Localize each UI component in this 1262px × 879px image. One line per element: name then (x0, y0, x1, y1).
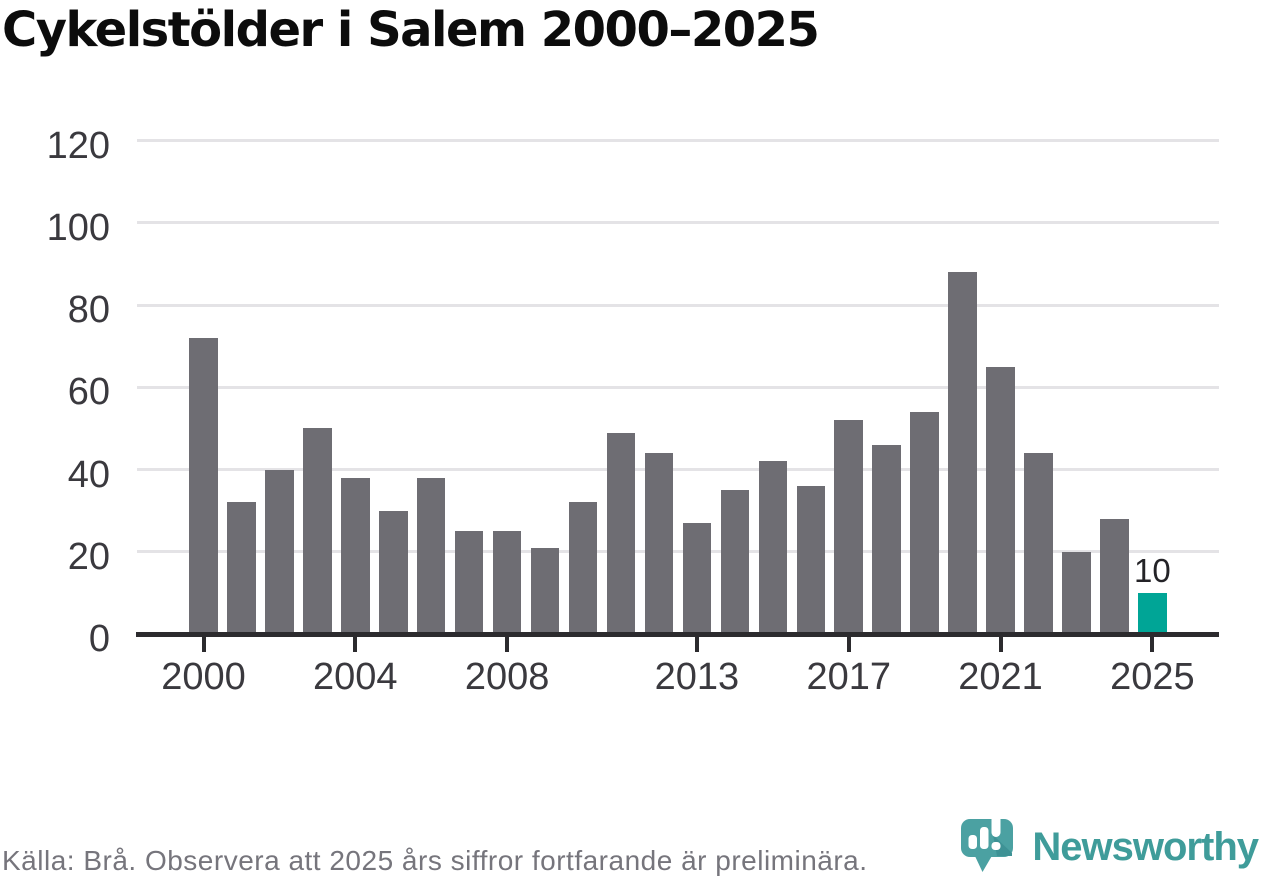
plot-area: 0 20 40 60 80 100 120 2000 2004 2008 2013 2017 2021 2… (46, 124, 1219, 698)
bar-2002 (265, 469, 294, 636)
x-tick-label-2025: 2025 (1110, 656, 1195, 698)
newsworthy-chart-bubble-icon (961, 806, 1013, 872)
bar-2014 (720, 490, 750, 636)
bar-2013 (682, 523, 712, 636)
x-tick-2008 (505, 637, 510, 652)
x-tick-2004 (353, 637, 358, 652)
x-axis-line (136, 632, 1219, 637)
x-tick-2017 (846, 637, 851, 652)
y-tick-label-80: 80 (67, 289, 110, 332)
bar-2003 (303, 428, 332, 636)
gridline-40 (137, 468, 1219, 472)
x-tick-label-2000: 2000 (161, 656, 246, 698)
gridline-80 (137, 303, 1219, 307)
x-tick-label-2004: 2004 (313, 656, 398, 698)
x-tick-2021 (998, 637, 1003, 652)
bar-2024 (1100, 518, 1129, 636)
bar-2005 (379, 510, 408, 636)
bar-2018 (872, 444, 901, 636)
source-note: Källa: Brå. Observera att 2025 års siffr… (2, 845, 868, 876)
bar-2010 (568, 502, 598, 636)
gridline-120 (137, 139, 1219, 143)
gridline-100 (137, 221, 1219, 225)
y-tick-label-20: 20 (67, 535, 110, 578)
bar-2016 (796, 486, 826, 636)
x-tick-2025 (1150, 637, 1155, 652)
bar-2006 (416, 477, 446, 636)
bar-2015 (758, 461, 788, 636)
gridline-60 (137, 385, 1219, 389)
bar-value-label-2025: 10 (1134, 551, 1171, 589)
bar-2019 (910, 412, 939, 636)
x-tick-label-2008: 2008 (464, 656, 550, 698)
chart-title: Cykelstölder i Salem 2000–2025 (2, 2, 820, 58)
bar-2025-highlighted (1138, 592, 1167, 636)
bar-2017 (834, 420, 863, 636)
bar-2012 (644, 453, 674, 636)
bar-2008 (492, 531, 522, 636)
x-tick-label-2013: 2013 (654, 656, 740, 698)
bar-2004 (341, 477, 370, 636)
gridline-20 (137, 550, 1219, 554)
newsworthy-wordmark: Newsworthy (1032, 825, 1259, 869)
y-tick-label-0: 0 (88, 618, 110, 660)
x-tick-2013 (694, 637, 699, 652)
x-tick-label-2017: 2017 (806, 656, 891, 698)
bar-2000 (189, 338, 218, 636)
x-tick-label-2021: 2021 (958, 656, 1043, 698)
x-tick-2000 (201, 637, 206, 652)
bar-2001 (227, 502, 256, 636)
bar-2023 (1062, 551, 1091, 636)
bar-2020 (948, 272, 977, 636)
y-tick-label-40: 40 (67, 453, 110, 496)
y-tick-label-60: 60 (67, 371, 110, 414)
bar-2007 (454, 531, 484, 636)
bar-2011 (606, 432, 636, 636)
y-tick-label-120: 120 (46, 124, 110, 167)
bar-2021 (986, 366, 1015, 636)
bar-2022 (1024, 453, 1053, 636)
y-tick-label-100: 100 (46, 206, 110, 249)
bar-2009 (530, 547, 560, 636)
